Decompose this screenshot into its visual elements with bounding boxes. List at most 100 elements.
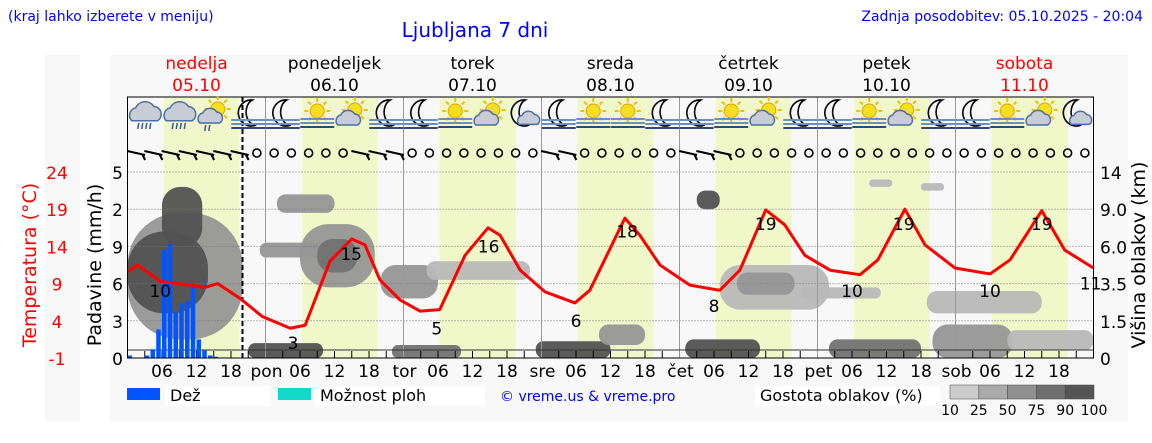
hour-tick: 18 — [910, 362, 932, 382]
sun-ray — [583, 101, 588, 106]
moon-icon — [651, 99, 671, 127]
cloud-scale-label: 100 — [1081, 403, 1108, 419]
wind-calm-icon — [510, 148, 521, 158]
sun-ray — [774, 115, 779, 120]
weather-icon-sun-cloud-drizzle — [197, 96, 231, 132]
legend-label-bg — [165, 386, 270, 406]
wind-barb-icon — [161, 150, 181, 161]
cloud-icon — [197, 107, 224, 124]
temperature-label: 10 — [149, 282, 171, 302]
rain-bar — [144, 355, 150, 358]
day-date: 08.10 — [586, 76, 635, 96]
temperature-label: 10 — [841, 282, 863, 302]
sun-ray — [912, 115, 917, 120]
wind-barb-icon — [713, 150, 733, 161]
sun-ray — [322, 101, 328, 106]
day-date: 10.10 — [862, 76, 911, 96]
sun-ray — [460, 101, 466, 106]
wind-barb-feather — [727, 153, 733, 161]
wind-barb-feather — [710, 153, 716, 161]
moon-icon — [824, 99, 844, 127]
sun-ray — [1012, 101, 1018, 106]
rain-drops-icon — [183, 122, 186, 130]
cloud-height-axis-title: Višina oblakov (km) — [1128, 162, 1150, 349]
wind-calm-icon — [873, 148, 883, 158]
sun-ray — [758, 100, 764, 105]
moon-icon — [686, 99, 706, 127]
wind-calm-icon — [441, 148, 452, 158]
weather-icon-rain — [128, 100, 162, 130]
wind-barb-icon — [696, 150, 716, 161]
wind-calm-icon — [424, 148, 435, 158]
cloud-scale-label: 90 — [1056, 403, 1074, 419]
day-abbr: čet — [667, 362, 694, 382]
sun-icon — [585, 103, 601, 119]
weather-icon-rain — [163, 100, 197, 130]
moon-icon — [962, 99, 982, 127]
last-updated: Zadnja posodobitev: 05.10.2025 - 20:04 — [861, 9, 1143, 25]
sun-ray — [344, 100, 350, 105]
cloud-patch — [869, 179, 893, 187]
cloud-height-tick: 3.5 — [1100, 276, 1127, 296]
sun-ray — [307, 101, 312, 106]
wind-calm-icon — [976, 148, 987, 158]
cloud-patch — [800, 287, 881, 299]
weather-icon-sun-cloud — [1025, 97, 1058, 126]
temp-axis-panel — [45, 55, 80, 422]
rain-bar — [196, 339, 201, 358]
wind-calm-icon — [942, 148, 952, 158]
sun-icon — [999, 103, 1015, 119]
weather-icon-moon-fog — [955, 99, 990, 129]
hour-tick: 12 — [186, 362, 208, 382]
wind-barb-feather — [399, 153, 405, 161]
wind-barb-icon — [195, 150, 216, 161]
temperature-axis-title: Temperatura (°C) — [19, 183, 41, 348]
cloud-scale-swatch — [949, 384, 980, 400]
wind-calm-icon — [804, 148, 814, 158]
wind-calm-icon — [924, 148, 935, 158]
temp-tick: 9 — [52, 276, 63, 296]
wind-calm-icon — [890, 148, 900, 158]
weather-icon-moon-fog — [921, 99, 956, 129]
wind-calm-icon — [597, 148, 607, 158]
wind-calm-icon — [648, 148, 659, 158]
temperature-label: 3 — [288, 334, 299, 354]
sun-ray — [721, 101, 726, 106]
day-name: petek — [862, 54, 910, 74]
cloud-icon — [473, 109, 500, 126]
hour-tick: 18 — [772, 362, 794, 382]
wind-barb-icon — [351, 150, 371, 161]
weather-icon-moon-fog — [231, 99, 266, 129]
wind-calm-icon — [855, 148, 866, 158]
weather-icon-moon-fog — [369, 99, 404, 129]
daylight-band — [853, 97, 930, 358]
temperature-label: 15 — [340, 245, 362, 265]
day-date: 11.10 — [1000, 76, 1049, 96]
copyright-link[interactable]: © vreme.us & vreme.pro — [500, 389, 675, 405]
sun-ray — [482, 100, 488, 105]
weather-icon-moon-fog — [645, 99, 680, 129]
hour-tick: 06 — [703, 362, 725, 382]
cloud-icon — [1069, 110, 1093, 126]
cloud-patch — [921, 183, 944, 191]
sun-ray — [223, 99, 228, 104]
wind-barb-icon — [385, 150, 405, 161]
wind-barb-feather — [175, 153, 181, 161]
precip-tick: 5 — [112, 164, 123, 184]
weather-icon-moon-cloud — [510, 99, 541, 127]
wind-calm-icon — [459, 148, 469, 158]
day-abbr: sre — [530, 362, 556, 382]
hour-tick: 12 — [324, 362, 346, 382]
rain-bar — [179, 303, 184, 358]
temp-tick: -1 — [49, 350, 66, 370]
weather-icon-sun-cloud — [749, 97, 782, 126]
wind-barb-icon — [540, 150, 561, 161]
location-hint[interactable]: (kraj lahko izberete v meniju) — [8, 9, 214, 25]
temperature-label: 6 — [571, 312, 582, 332]
cloud-height-tick: 6.0 — [1100, 238, 1127, 258]
wind-barb-icon — [230, 150, 250, 161]
hour-tick: 06 — [565, 362, 587, 382]
temperature-label: 19 — [893, 215, 915, 235]
daylight-band — [715, 97, 792, 358]
wind-calm-icon — [666, 148, 676, 158]
